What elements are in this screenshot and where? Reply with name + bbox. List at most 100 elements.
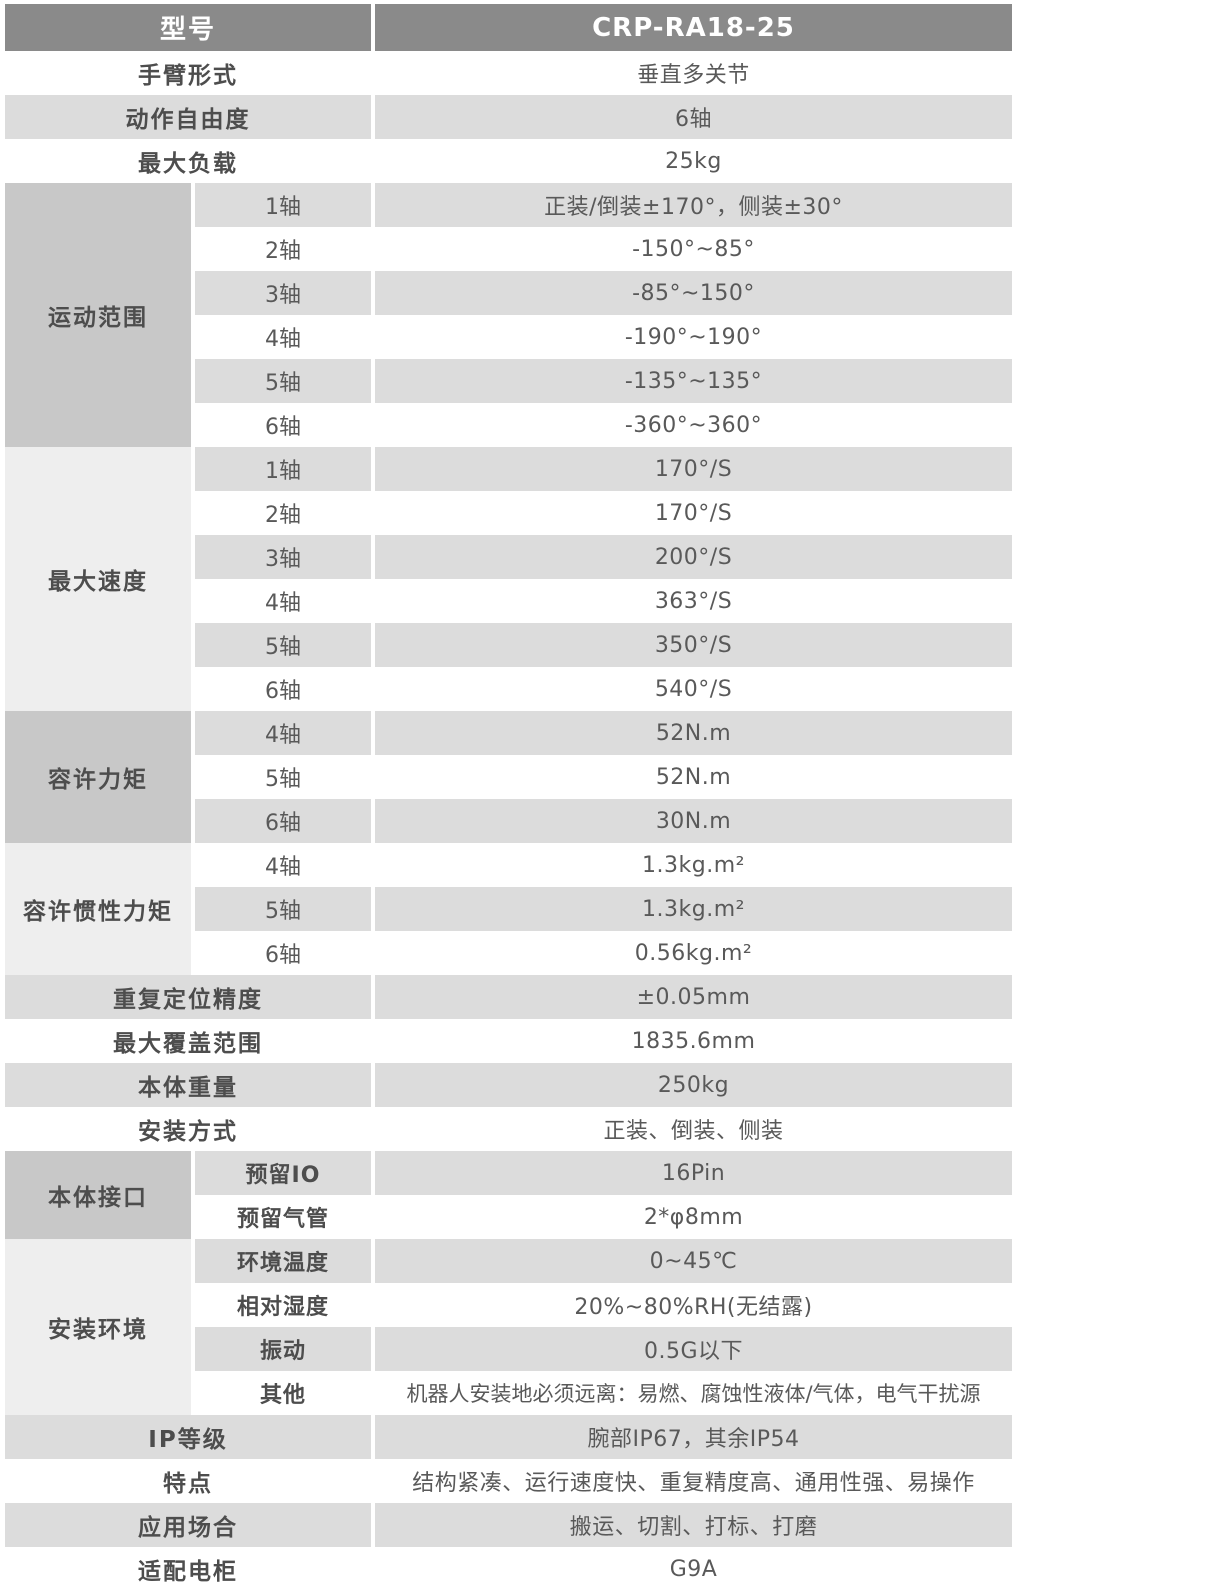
subrow-value: 30N.m xyxy=(375,799,1012,843)
spec-subrow: 振动 0.5G以下 xyxy=(195,1327,1012,1371)
spec-row: 本体重量 250kg xyxy=(5,1063,1012,1107)
spec-group-11: 本体接口 预留IO 16Pin 预留气管 2*φ8mm xyxy=(5,1151,1012,1239)
spec-row: 应用场合 搬运、切割、打标、打磨 xyxy=(5,1503,1012,1547)
column-divider xyxy=(191,843,195,975)
subrow-value: 1.3kg.m² xyxy=(375,887,1012,931)
subrow-value: 0~45℃ xyxy=(375,1239,1012,1283)
subrow-value: 20%~80%RH(无结露) xyxy=(574,1295,813,1320)
row-label: 特点 xyxy=(163,1471,213,1497)
subrow-label: 相对湿度 xyxy=(236,1295,329,1320)
column-divider xyxy=(371,755,375,799)
subrow-label: 5轴 xyxy=(195,623,371,667)
spec-row: 手臂形式 垂直多关节 xyxy=(5,51,1012,95)
table-header-row: 型号 CRP-RA18-25 xyxy=(5,4,1012,51)
column-divider xyxy=(371,403,375,447)
spec-row: 最大负载 25kg xyxy=(5,139,1012,183)
subrow-label: 5轴 xyxy=(195,887,371,931)
group-rows: 预留IO 16Pin 预留气管 2*φ8mm xyxy=(195,1151,1012,1239)
spec-group-6: 容许惯性力矩 4轴 1.3kg.m² 5轴 1.3kg.m² 6轴 0.56kg.m² xyxy=(5,843,1012,975)
group-rows: 1轴 正装/倒装±170°，侧装±30° 2轴 -150°~85° 3轴 -85°~150… xyxy=(195,183,1012,447)
column-divider xyxy=(371,711,375,755)
group-rows: 4轴 52N.m 5轴 52N.m 6轴 30N.m xyxy=(195,711,1012,843)
row-label: 手臂形式 xyxy=(138,63,238,89)
subrow-value: -190°~190° xyxy=(624,324,763,350)
spec-row: 安装方式 正装、倒装、侧装 xyxy=(5,1107,1012,1151)
subrow-label: 6轴 xyxy=(265,415,301,440)
subrow-value: -85°~150° xyxy=(375,271,1012,315)
subrow-label: 3轴 xyxy=(195,535,371,579)
column-divider xyxy=(371,139,375,183)
column-divider xyxy=(371,1019,375,1063)
column-divider xyxy=(371,1503,375,1547)
subrow-label: 环境温度 xyxy=(195,1239,371,1283)
column-divider xyxy=(371,887,375,931)
column-divider xyxy=(371,1239,375,1283)
subrow-label: 6轴 xyxy=(265,679,301,704)
column-divider xyxy=(371,623,375,667)
row-value: 6轴 xyxy=(375,95,1012,139)
row-label: 本体重量 xyxy=(5,1063,371,1107)
subrow-label: 6轴 xyxy=(195,799,371,843)
row-value: G9A xyxy=(669,1556,718,1582)
subrow-value: 350°/S xyxy=(375,623,1012,667)
subrow-label: 2轴 xyxy=(265,503,301,528)
row-label: 安装方式 xyxy=(138,1119,238,1145)
subrow-value: 0.5G以下 xyxy=(375,1327,1012,1371)
spec-group-12: 安装环境 环境温度 0~45℃ 相对湿度 20%~80%RH(无结露) 振动 0.5G以下其… xyxy=(5,1239,1012,1415)
subrow-value: -360°~360° xyxy=(624,412,763,438)
column-divider xyxy=(371,447,375,491)
spec-subrow: 1轴 170°/S xyxy=(195,447,1012,491)
row-label: 适配电柜 xyxy=(138,1559,238,1585)
spec-row: 适配电柜 G9A xyxy=(5,1547,1012,1591)
column-divider xyxy=(371,1063,375,1107)
subrow-value: 16Pin xyxy=(375,1151,1012,1195)
spec-subrow: 6轴 540°/S xyxy=(195,667,1012,711)
spec-subrow: 4轴 1.3kg.m² xyxy=(195,843,1012,887)
subrow-value: 机器人安装地必须远离：易燃、腐蚀性液体/气体，电气干扰源 xyxy=(406,1382,981,1406)
spec-subrow: 5轴 1.3kg.m² xyxy=(195,887,1012,931)
column-divider xyxy=(371,1283,375,1327)
spec-row: 最大覆盖范围 1835.6mm xyxy=(5,1019,1012,1063)
subrow-label: 4轴 xyxy=(195,711,371,755)
column-divider xyxy=(371,359,375,403)
group-label: 本体接口 xyxy=(5,1151,191,1239)
spec-row: 重复定位精度 ±0.05mm xyxy=(5,975,1012,1019)
spec-row: IP等级 腕部IP67，其余IP54 xyxy=(5,1415,1012,1459)
row-label: IP等级 xyxy=(5,1415,371,1459)
subrow-label: 1轴 xyxy=(195,447,371,491)
subrow-label: 2轴 xyxy=(265,239,301,264)
spec-group-3: 运动范围 1轴 正装/倒装±170°，侧装±30° 2轴 -150°~85° 3轴 -85°… xyxy=(5,183,1012,447)
subrow-label: 6轴 xyxy=(265,943,301,968)
column-divider xyxy=(371,1327,375,1371)
group-rows: 4轴 1.3kg.m² 5轴 1.3kg.m² 6轴 0.56kg.m² xyxy=(195,843,1012,975)
subrow-label: 5轴 xyxy=(195,359,371,403)
column-divider xyxy=(371,1195,375,1239)
column-divider xyxy=(371,1151,375,1195)
column-divider xyxy=(191,1151,195,1239)
column-divider xyxy=(371,315,375,359)
model-header-value: CRP-RA18-25 xyxy=(375,4,1012,51)
spec-subrow: 预留气管 2*φ8mm xyxy=(195,1195,1012,1239)
subrow-value: 170°/S xyxy=(654,500,733,526)
column-divider xyxy=(371,95,375,139)
column-divider xyxy=(371,535,375,579)
row-value: ±0.05mm xyxy=(375,975,1012,1019)
spec-subrow: 5轴 -135°~135° xyxy=(195,359,1012,403)
subrow-label: 4轴 xyxy=(265,855,301,880)
column-divider xyxy=(191,1239,195,1415)
subrow-label: 预留气管 xyxy=(236,1207,329,1232)
row-label: 应用场合 xyxy=(5,1503,371,1547)
column-divider xyxy=(371,1415,375,1459)
subrow-value: 170°/S xyxy=(375,447,1012,491)
row-value: 垂直多关节 xyxy=(637,63,750,88)
column-divider xyxy=(371,799,375,843)
column-divider xyxy=(371,1547,375,1591)
spec-table: 型号 CRP-RA18-25 手臂形式 垂直多关节 动作自由度 6轴 最大负载 25kg 运… xyxy=(5,4,1012,1591)
column-divider xyxy=(371,667,375,711)
group-rows: 环境温度 0~45℃ 相对湿度 20%~80%RH(无结露) 振动 0.5G以下 其他 机器人… xyxy=(195,1239,1012,1415)
subrow-value: 正装/倒装±170°，侧装±30° xyxy=(375,183,1012,227)
subrow-label: 4轴 xyxy=(265,591,301,616)
subrow-value: 540°/S xyxy=(654,676,733,702)
row-value: 结构紧凑、运行速度快、重复精度高、通用性强、易操作 xyxy=(412,1471,975,1496)
row-value: 正装、倒装、侧装 xyxy=(603,1119,784,1144)
